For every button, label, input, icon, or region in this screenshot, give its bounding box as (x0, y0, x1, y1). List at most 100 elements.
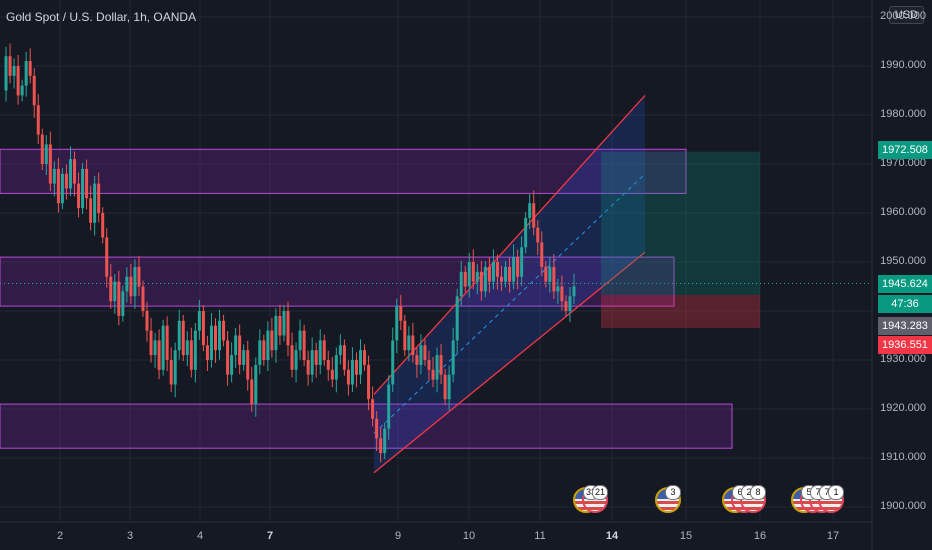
candle-body (121, 291, 125, 316)
price-axis-label: 1980.000 (880, 108, 926, 120)
price-tag: 1972.508 (878, 141, 932, 159)
candle-body (12, 66, 16, 76)
candle-body (258, 340, 262, 365)
candle-body (439, 355, 443, 375)
candle-body (165, 325, 169, 360)
resistance-zone (0, 148, 687, 194)
candle-body (133, 266, 137, 297)
candle-body (40, 134, 44, 164)
candle-body (415, 355, 419, 365)
candle-body (81, 168, 85, 209)
candle-body (238, 335, 242, 365)
candle-body (161, 325, 165, 370)
candle-body (483, 266, 487, 292)
candle-body (495, 262, 499, 277)
candle-body (540, 242, 544, 267)
candle-body (403, 320, 407, 351)
time-axis-label: 10 (462, 530, 476, 542)
candle-body (20, 85, 24, 96)
channel-midline (373, 173, 646, 434)
candle-body (169, 360, 173, 385)
time-axis-label: 17 (826, 530, 840, 542)
time-axis-label: 11 (534, 530, 546, 542)
target-zone (601, 151, 760, 295)
candle-body (334, 355, 338, 380)
candle-body (568, 296, 572, 311)
candle-body (572, 286, 576, 297)
chart-grid (0, 0, 872, 522)
candle-body (423, 345, 427, 360)
candle-body (306, 360, 310, 375)
candle-body (463, 271, 467, 287)
candle-body (181, 320, 185, 356)
candle-body (379, 438, 383, 454)
candle-body (93, 183, 97, 223)
candle-body (310, 350, 314, 375)
candle-body (354, 360, 358, 375)
candle-body (512, 257, 516, 282)
candle-body (32, 75, 36, 106)
candle-body (346, 369, 350, 385)
candle-body (274, 315, 278, 351)
candle-body (213, 325, 217, 351)
candle-body (242, 350, 246, 365)
candle-body (205, 345, 209, 360)
resistance-zone (0, 403, 733, 449)
candle-body (411, 335, 415, 356)
candle-body (8, 56, 12, 76)
candle-body (564, 301, 568, 311)
price-tag: 1936.551 (878, 336, 932, 354)
candle-body (85, 168, 89, 199)
candle-body (254, 364, 258, 405)
candle-body (536, 227, 540, 243)
candle-body (451, 340, 455, 375)
candle-body (556, 286, 560, 292)
price-tag: 47:36 (878, 295, 932, 313)
currency-button[interactable]: USD (888, 6, 924, 24)
candle-body (322, 340, 326, 360)
candle-body (270, 330, 274, 351)
candle-body (508, 266, 512, 282)
candle-body (117, 281, 121, 316)
time-axis-label: 2 (56, 530, 64, 542)
candle-body (185, 340, 189, 356)
candle-body (395, 306, 399, 341)
candle-body (455, 296, 459, 341)
candle-body (4, 56, 8, 91)
candle-body (338, 345, 342, 356)
candle-body (189, 340, 193, 370)
price-axis-label: 1920.000 (880, 402, 926, 414)
candle-body (419, 345, 423, 365)
price-tag: 1945.624 (878, 275, 932, 293)
candle-body (226, 340, 230, 375)
price-axis-label: 1960.000 (880, 206, 926, 218)
channel-upper-line (373, 94, 646, 395)
price-axis-label: 2000.000 (880, 10, 926, 22)
candle-body (89, 198, 93, 223)
candle-body (286, 311, 290, 346)
candle-body (504, 266, 508, 282)
candle-body (294, 350, 298, 370)
candle-body (427, 360, 431, 370)
candle-body (73, 159, 77, 184)
time-axis-label: 3 (126, 530, 134, 542)
candle-body (153, 340, 157, 356)
candle-body (64, 173, 68, 189)
time-axis-label: 7 (266, 530, 274, 542)
candle-body (60, 173, 64, 204)
chart-title: Gold Spot / U.S. Dollar, 1h, OANDA (6, 10, 197, 24)
candle-body (173, 350, 177, 385)
price-tag: 1943.283 (878, 317, 932, 335)
candle-body (262, 340, 266, 360)
candle-body (407, 335, 411, 351)
candle-body (375, 418, 379, 439)
price-axis-label: 1970.000 (880, 157, 926, 169)
long-position-tool (601, 151, 760, 328)
price-axis-label: 1990.000 (880, 59, 926, 71)
time-axis-label: 9 (394, 530, 402, 542)
candle-body (487, 266, 491, 282)
event-count-badge: 1 (828, 485, 844, 500)
candle-body (367, 364, 371, 400)
time-axis-label: 14 (605, 530, 619, 542)
